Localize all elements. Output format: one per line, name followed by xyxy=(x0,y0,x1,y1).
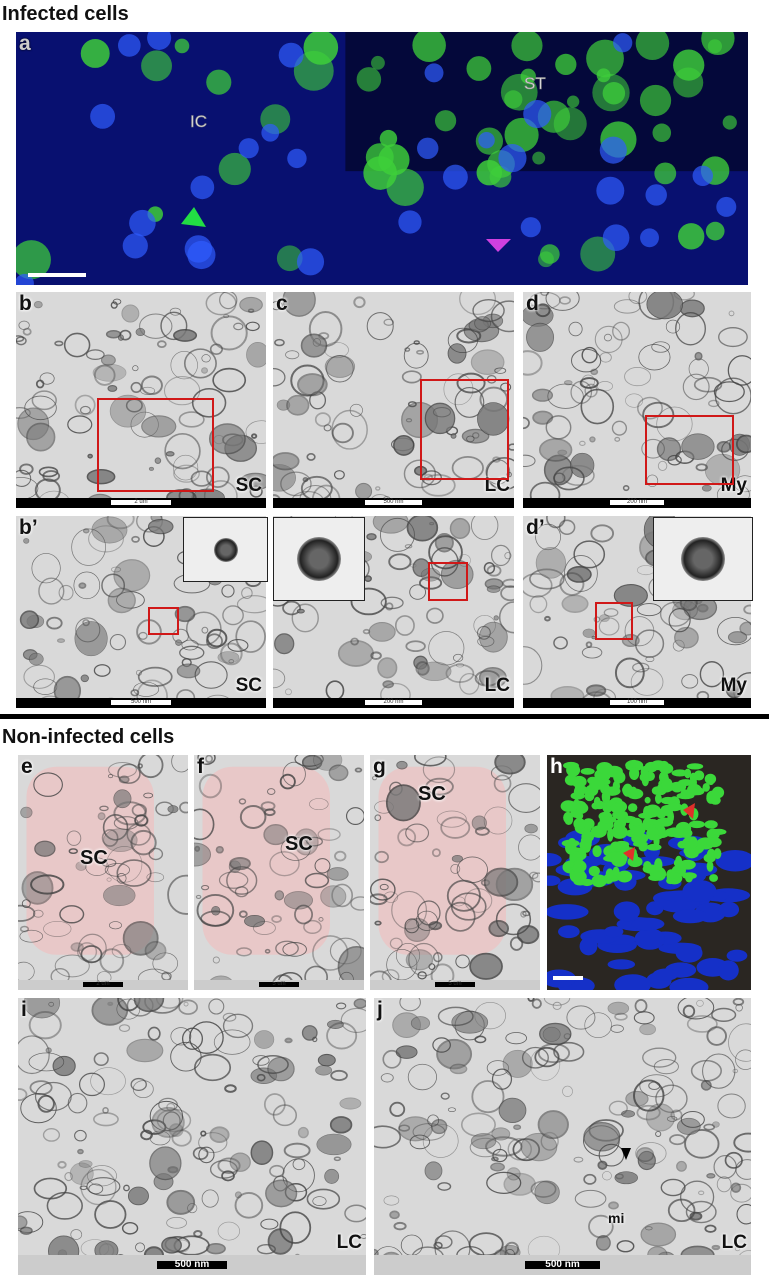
scale-bar xyxy=(609,500,665,505)
scale-bar xyxy=(434,982,476,987)
panel-letter: a xyxy=(19,32,31,55)
panel-letter: d xyxy=(526,292,539,315)
scale-strip: 200 nm xyxy=(523,498,751,508)
cell-label: SC xyxy=(235,475,262,496)
cell-label: SC xyxy=(80,847,108,869)
virion xyxy=(681,537,725,581)
panel: a IC ST xyxy=(16,32,748,285)
cell-label: SC xyxy=(418,783,446,805)
arrow xyxy=(621,1148,631,1160)
panel: b 2 um SC xyxy=(16,292,266,508)
zoom-inset xyxy=(183,517,268,582)
micrograph xyxy=(18,755,188,990)
scale-strip: 5 um xyxy=(370,980,540,990)
micrograph xyxy=(18,998,366,1275)
micrograph xyxy=(374,998,751,1275)
zoom-inset xyxy=(653,517,753,601)
scale-bar-label: 500 nm xyxy=(130,699,151,705)
panel-letter: b xyxy=(19,292,32,315)
section-title: Non-infected cells xyxy=(2,726,175,748)
micrograph xyxy=(194,755,364,990)
scale-bar xyxy=(364,700,423,705)
cell-label: LC xyxy=(484,475,510,496)
scale-strip: 500 nm xyxy=(16,698,266,708)
scale-bar xyxy=(258,982,300,987)
panel-letter: g xyxy=(373,755,386,778)
micrograph xyxy=(523,292,751,508)
scale-bar xyxy=(111,700,171,705)
organelle-label: mi xyxy=(608,1210,625,1226)
scale-strip: 500 nm xyxy=(18,1255,366,1275)
panel-letter: i xyxy=(21,998,27,1021)
micrograph xyxy=(273,292,514,508)
micrograph xyxy=(273,516,514,708)
scale-bar xyxy=(157,1261,227,1269)
scale-strip: 500 nm xyxy=(374,1255,751,1275)
virion xyxy=(297,537,341,581)
highlight-box xyxy=(420,379,509,480)
panel: c 500 nm LC xyxy=(273,292,514,508)
scale-bar-label: 2 um xyxy=(134,499,148,505)
scale-bar-label: 200 nm xyxy=(626,499,647,505)
cell-label: SC xyxy=(285,833,313,855)
separator xyxy=(0,714,769,719)
scale-strip: 2 um xyxy=(16,498,266,508)
micrograph xyxy=(547,755,751,990)
cell-label: LC xyxy=(721,1232,747,1253)
scale-bar-label: 5 um xyxy=(272,981,286,987)
cell-label: LC xyxy=(484,675,510,696)
scale-bar-label: 5 um xyxy=(448,981,462,987)
scale-strip: 5 um xyxy=(194,980,364,990)
panel-letter: b’ xyxy=(19,516,38,539)
scale-bar xyxy=(609,700,665,705)
panel: g 5 um SC xyxy=(370,755,540,990)
panel: j 500 nm mi LC xyxy=(374,998,751,1275)
scale-bar-label: 500 nm xyxy=(545,1259,580,1270)
cell-label: LC xyxy=(336,1232,362,1253)
highlight-box xyxy=(645,415,734,485)
panel: h xyxy=(547,755,751,990)
scale-bar xyxy=(524,1261,601,1269)
micrograph xyxy=(16,32,748,285)
panel-letter: d’ xyxy=(526,516,545,539)
scale-bar xyxy=(111,500,171,505)
virion xyxy=(213,537,238,562)
zoom-inset xyxy=(273,517,365,601)
highlight-box xyxy=(97,398,214,492)
scale-bar xyxy=(364,500,423,505)
panel: d 200 nm My xyxy=(523,292,751,508)
scale-bar-label: 200 nm xyxy=(383,699,404,705)
scale-strip: 500 nm xyxy=(273,498,514,508)
micrograph xyxy=(370,755,540,990)
scale-bar-label: 2 um xyxy=(96,981,110,987)
region-label: ST xyxy=(524,74,546,94)
panel-letter: j xyxy=(377,998,383,1021)
panel: e 2 um SC xyxy=(18,755,188,990)
scale-bar-label: 500 nm xyxy=(383,499,404,505)
scale-strip: 200 nm xyxy=(273,698,514,708)
panel-letter: c xyxy=(276,292,288,315)
scale-strip: 2 um xyxy=(18,980,188,990)
panel: f 5 um SC xyxy=(194,755,364,990)
region-label: IC xyxy=(190,112,208,132)
panel-letter: e xyxy=(21,755,33,778)
highlight-box xyxy=(428,562,468,601)
panel-letter: f xyxy=(197,755,204,778)
scale-strip: 100 nm xyxy=(523,698,751,708)
scale-bar-label: 100 nm xyxy=(626,699,647,705)
section-title: Infected cells xyxy=(2,3,129,25)
cell-label: My xyxy=(720,475,747,496)
cell-label: SC xyxy=(235,675,262,696)
panel: i 500 nm LC xyxy=(18,998,366,1275)
cell-label: My xyxy=(720,675,747,696)
panel-letter: h xyxy=(550,755,563,778)
highlight-box xyxy=(595,602,633,640)
highlight-box xyxy=(148,607,179,635)
scale-bar xyxy=(82,982,124,987)
scale-bar-label: 500 nm xyxy=(174,1259,210,1270)
